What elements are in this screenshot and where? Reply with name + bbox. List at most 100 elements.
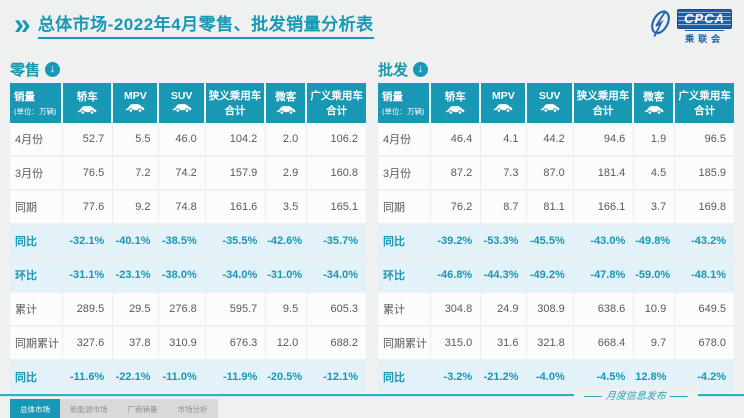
table-cell: 276.8 (159, 293, 206, 327)
swoosh-icon (647, 9, 674, 46)
table-cell: -42.6% (266, 225, 308, 259)
table-row-4月份: 4月份 46.4 4.1 44.2 94.6 1.9 96.5 (378, 123, 734, 157)
table-cell: 10.9 (634, 293, 676, 327)
table-cell: -31.1% (63, 259, 114, 293)
table-cell: -11.9% (205, 361, 267, 395)
table-cell: 4.1 (481, 123, 528, 157)
table-cell: 5.5 (113, 123, 160, 157)
row-label: 累计 (378, 293, 432, 327)
table-cell: 37.8 (113, 327, 160, 361)
table-row-环比: 环比 -31.1% -23.1% -38.0% -34.0% -31.0% -34.0% (10, 259, 366, 293)
table-cell: 52.7 (63, 123, 114, 157)
column-header-广义乘用车: 广义乘用车 合计 (675, 83, 734, 123)
table-row-3月份: 3月份 76.5 7.2 74.2 157.9 2.9 160.8 (10, 157, 366, 191)
retail-section-head: 零售 ↓ (10, 58, 366, 80)
table-cell: 24.9 (481, 293, 528, 327)
table-cell: 3.7 (634, 191, 676, 225)
car-icon (431, 105, 479, 118)
table-cell: -49.2% (527, 259, 574, 293)
table-cell: 688.2 (307, 327, 366, 361)
table-row-4月份: 4月份 52.7 5.5 46.0 104.2 2.0 106.2 (10, 123, 366, 157)
table-cell: 94.6 (573, 123, 635, 157)
table-cell: -21.2% (481, 361, 528, 395)
table-cell: 44.2 (527, 123, 574, 157)
table-cell: -53.3% (481, 225, 528, 259)
column-header-轿车: 轿车 (63, 83, 114, 123)
tab-厂商销量[interactable]: 厂商销量 (117, 399, 168, 418)
table-cell: -32.1% (63, 225, 114, 259)
table-cell: 2.0 (266, 123, 308, 157)
table-cell: -11.0% (159, 361, 206, 395)
table-cell: -22.1% (113, 361, 160, 395)
table-cell: 166.1 (573, 191, 635, 225)
footer-note: 月度信息发布 (573, 387, 699, 402)
table-cell: -12.1% (307, 361, 366, 395)
column-header-销量: 销量 (单位：万辆) (378, 83, 432, 123)
down-arrow-icon: ↓ (413, 61, 429, 77)
table-cell: 4.5 (634, 157, 676, 191)
table-cell: -11.6% (63, 361, 114, 395)
table-cell: 2.9 (266, 157, 308, 191)
car-icon (113, 103, 157, 116)
table-cell: 76.5 (63, 157, 114, 191)
table-cell: 81.1 (527, 191, 574, 225)
row-label: 4月份 (10, 123, 64, 157)
table-cell: 9.5 (266, 293, 308, 327)
car-icon (634, 105, 673, 118)
car-icon (159, 103, 203, 116)
table-cell: 676.3 (205, 327, 267, 361)
table-cell: 327.6 (63, 327, 114, 361)
table-cell: 304.8 (431, 293, 482, 327)
table-cell: -34.0% (205, 259, 267, 293)
table-cell: 1.9 (634, 123, 676, 157)
table-cell: 315.0 (431, 327, 482, 361)
tab-市场分析[interactable]: 市场分析 (167, 399, 218, 418)
row-label: 同期累计 (378, 327, 432, 361)
down-arrow-icon: ↓ (45, 61, 61, 77)
table-cell: 12.0 (266, 327, 308, 361)
table-cell: -31.0% (266, 259, 308, 293)
table-cell: -46.8% (431, 259, 482, 293)
table-cell: -59.0% (634, 259, 676, 293)
table-cell: -48.1% (675, 259, 734, 293)
table-cell: 595.7 (205, 293, 267, 327)
table-row-累计: 累计 289.5 29.5 276.8 595.7 9.5 605.3 (10, 293, 366, 327)
wholesale-table: 销量 (单位：万辆) 轿车 MPV SUV 狭义乘用车 合计 微客 广义乘用车 合计 4月份 46.… (378, 83, 734, 395)
table-cell: -35.5% (205, 225, 267, 259)
column-header-MPV: MPV (113, 83, 160, 123)
row-label: 累计 (10, 293, 64, 327)
cpca-acronym: CPCA (677, 9, 732, 29)
column-header-狭义乘用车: 狭义乘用车 合计 (205, 83, 267, 123)
table-row-同期累计: 同期累计 327.6 37.8 310.9 676.3 12.0 688.2 (10, 327, 366, 361)
row-label: 同比 (378, 225, 432, 259)
table-cell: 169.8 (675, 191, 734, 225)
table-cell: 8.7 (481, 191, 528, 225)
table-row-同期累计: 同期累计 315.0 31.6 321.8 668.4 9.7 678.0 (378, 327, 734, 361)
table-cell: 74.8 (159, 191, 206, 225)
table-cell: -23.1% (113, 259, 160, 293)
table-cell: -43.2% (675, 225, 734, 259)
page-title: 总体市场-2022年4月零售、批发销量分析表 (37, 15, 374, 39)
table-cell: 308.9 (527, 293, 574, 327)
retail-section: 零售 ↓ 销量 (单位：万辆) 轿车 MPV SUV 狭义乘用车 合计 微客 广义乘用车 合计 4… (10, 58, 366, 395)
row-label: 3月份 (378, 157, 432, 191)
retail-table: 销量 (单位：万辆) 轿车 MPV SUV 狭义乘用车 合计 微客 广义乘用车 合计 4月份 52.… (10, 83, 366, 395)
column-header-狭义乘用车: 狭义乘用车 合计 (573, 83, 635, 123)
table-cell: 160.8 (307, 157, 366, 191)
column-header-SUV: SUV (159, 83, 206, 123)
table-row-累计: 累计 304.8 24.9 308.9 638.6 10.9 649.5 (378, 293, 734, 327)
footer-tabs: 总体市场 新能源市场 厂商销量 市场分析 (10, 399, 218, 418)
logo-text: CPCA 乘联会 (677, 9, 732, 45)
cpca-logo: CPCA 乘联会 (647, 9, 732, 46)
table-cell: 181.4 (573, 157, 635, 191)
row-label: 同比 (378, 361, 432, 395)
header: » 总体市场-2022年4月零售、批发销量分析表 (14, 10, 624, 40)
tab-新能源市场[interactable]: 新能源市场 (60, 399, 118, 418)
cpca-chinese-name: 乘联会 (685, 30, 725, 45)
table-cell: -39.2% (431, 225, 482, 259)
tables-area: 零售 ↓ 销量 (单位：万辆) 轿车 MPV SUV 狭义乘用车 合计 微客 广义乘用车 合计 4… (10, 58, 734, 395)
table-cell: -45.5% (527, 225, 574, 259)
table-cell: -20.5% (266, 361, 308, 395)
tab-总体市场[interactable]: 总体市场 (10, 399, 60, 418)
table-cell: -44.3% (481, 259, 528, 293)
